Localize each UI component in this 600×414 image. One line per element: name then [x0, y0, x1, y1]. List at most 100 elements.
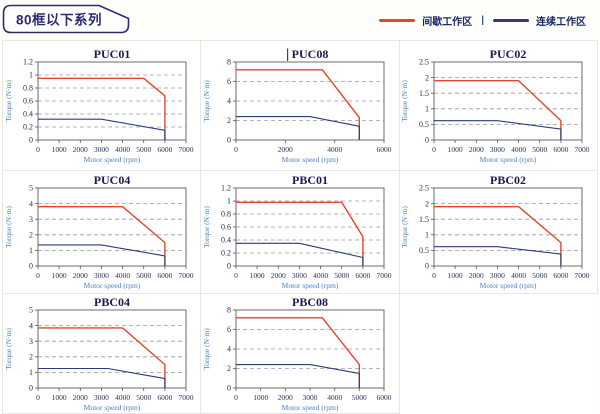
- x-tick-label: 6000: [554, 271, 569, 280]
- x-tick-label: 7000: [178, 145, 193, 154]
- y-tick-label: 2: [29, 352, 33, 361]
- y-tick-label: 6: [227, 325, 231, 334]
- x-tick-label: 1000: [448, 271, 463, 280]
- series-title-badge: 80框以下系列: [2, 4, 130, 34]
- y-tick-label: 0.2: [221, 249, 231, 258]
- y-tick-label: 2.5: [419, 57, 429, 66]
- y-tick-label: 1.5: [419, 88, 429, 97]
- y-tick-label: 0: [227, 262, 231, 271]
- x-tick-label: 0: [36, 145, 40, 154]
- intermittent-zone-curve: [37, 206, 166, 266]
- x-tick-label: 5000: [352, 393, 367, 402]
- x-tick-label: 6000: [157, 393, 172, 402]
- x-tick-label: 4000: [327, 393, 342, 402]
- y-tick-label: 0.5: [419, 120, 429, 129]
- x-tick-label: 7000: [178, 271, 193, 280]
- x-tick-label: 1000: [448, 145, 463, 154]
- badge-outline: [2, 4, 130, 34]
- x-tick-label: 6000: [157, 271, 172, 280]
- chart-grid: PUC01 0 0.2 0.4 0.6 0.8 1 1.2 0 1000 2000 3000 4000 5…: [2, 40, 598, 414]
- x-tick-label: 0: [36, 393, 40, 402]
- x-tick-label: 4000: [511, 145, 526, 154]
- y-tick-label: 0: [29, 135, 33, 144]
- y-tick-label: 3: [29, 336, 33, 345]
- y-tick-label: 1.5: [419, 215, 429, 224]
- legend-separator: |: [481, 15, 484, 26]
- x-tick-label: 5000: [136, 393, 151, 402]
- x-tick-label: 1000: [51, 271, 66, 280]
- chart-PBC02: PBC02 0 0.5 1 1.5 2 2.5 0 1000 2000 3000 4000 5000 60…: [400, 173, 590, 290]
- plot-border: [37, 187, 187, 267]
- continuous-zone-curve: [37, 367, 166, 388]
- x-axis-label: Motor speed (rpm): [282, 403, 339, 412]
- empty-cell: [399, 294, 598, 414]
- x-tick-label: 4000: [511, 271, 526, 280]
- x-tick-label: 4000: [115, 271, 130, 280]
- y-tick-label: 0: [29, 262, 33, 271]
- y-tick-label: 4: [29, 199, 33, 208]
- chart-PUC01: PUC01 0 0.2 0.4 0.6 0.8 1 1.2 0 1000 2000 3000 4000 5…: [4, 47, 194, 164]
- x-tick-label: 7000: [376, 271, 391, 280]
- x-tick-label: 7000: [178, 393, 193, 402]
- x-tick-label: 5000: [136, 271, 151, 280]
- y-tick-label: 1: [227, 197, 231, 206]
- x-tick-label: 4000: [313, 271, 328, 280]
- x-tick-label: 1000: [253, 393, 268, 402]
- y-tick-label: 8: [227, 57, 231, 66]
- y-tick-label: 0.2: [23, 122, 33, 131]
- x-tick-label: 2000: [72, 393, 87, 402]
- y-tick-label: 1: [425, 231, 429, 240]
- x-tick-label: 4000: [327, 145, 342, 154]
- intermittent-zone-curve: [434, 79, 562, 140]
- intermittent-zone-curve: [235, 68, 360, 140]
- y-tick-label: 0.8: [221, 210, 231, 219]
- chart-PUC02: PUC02 0 0.5 1 1.5 2 2.5 0 1000 2000 3000 4000 5000 60…: [400, 47, 590, 164]
- x-tick-label: 3000: [94, 145, 109, 154]
- plot-border: [433, 61, 583, 140]
- x-tick-label: 6000: [376, 145, 391, 154]
- y-tick-label: 0: [29, 383, 33, 392]
- x-axis-label: Motor speed (rpm): [282, 281, 339, 290]
- legend-continuous-label: 连续工作区: [536, 17, 586, 28]
- x-tick-label: 3000: [490, 271, 505, 280]
- x-tick-label: 5000: [533, 271, 548, 280]
- chart-cell-PBC08: PBC08 0 2 4 6 8 0 1000 2000 3000 4000 5000 6000 Motor…: [201, 294, 400, 414]
- chart-title: PUC04: [93, 173, 130, 187]
- page-header: 80框以下系列 间歇工作区 | 连续工作区: [0, 0, 600, 40]
- x-tick-label: 2000: [278, 393, 293, 402]
- legend-intermittent-label: 间歇工作区: [422, 17, 473, 28]
- y-tick-label: 2: [227, 116, 231, 125]
- intermittent-zone-curve: [235, 316, 360, 388]
- y-tick-label: 0: [227, 135, 231, 144]
- chart-cell-PBC04: PBC04 0 1 2 3 4 5 0 1000 2000 3000 4000 5000 6000 7000…: [3, 294, 202, 414]
- y-tick-label: 1: [29, 368, 33, 377]
- x-tick-label: 0: [234, 145, 238, 154]
- y-tick-label: 5: [29, 305, 33, 314]
- continuous-zone-curve: [37, 244, 166, 266]
- y-tick-label: 1.2: [221, 184, 231, 193]
- y-tick-label: 5: [29, 184, 33, 193]
- y-tick-label: 2: [29, 231, 33, 240]
- y-tick-label: 4: [227, 344, 231, 353]
- text-cursor: [286, 48, 289, 61]
- x-tick-label: 0: [36, 271, 40, 280]
- x-tick-label: 3000: [302, 393, 317, 402]
- x-tick-label: 3000: [490, 145, 505, 154]
- series-title: 80框以下系列: [16, 12, 102, 28]
- y-tick-label: 1.2: [23, 57, 33, 66]
- y-tick-label: 0.4: [23, 109, 33, 118]
- chart-title: PUC08: [292, 47, 329, 61]
- y-tick-label: 1: [29, 246, 33, 255]
- y-tick-label: 0.6: [221, 223, 231, 232]
- y-tick-label: 2: [425, 73, 429, 82]
- chart-cell-PUC04: PUC04 0 1 2 3 4 5 0 1000 2000 3000 4000 5000 6000 7000…: [3, 171, 202, 294]
- y-axis-label: Torque (N·m): [400, 79, 409, 121]
- x-tick-label: 0: [432, 145, 436, 154]
- x-tick-label: 6000: [554, 145, 569, 154]
- x-tick-label: 7000: [575, 271, 590, 280]
- x-axis-label: Motor speed (rpm): [480, 155, 537, 164]
- y-tick-label: 1: [425, 104, 429, 113]
- y-axis-label: Torque (N·m): [202, 79, 211, 121]
- plot-border: [433, 187, 583, 267]
- x-tick-label: 5000: [533, 145, 548, 154]
